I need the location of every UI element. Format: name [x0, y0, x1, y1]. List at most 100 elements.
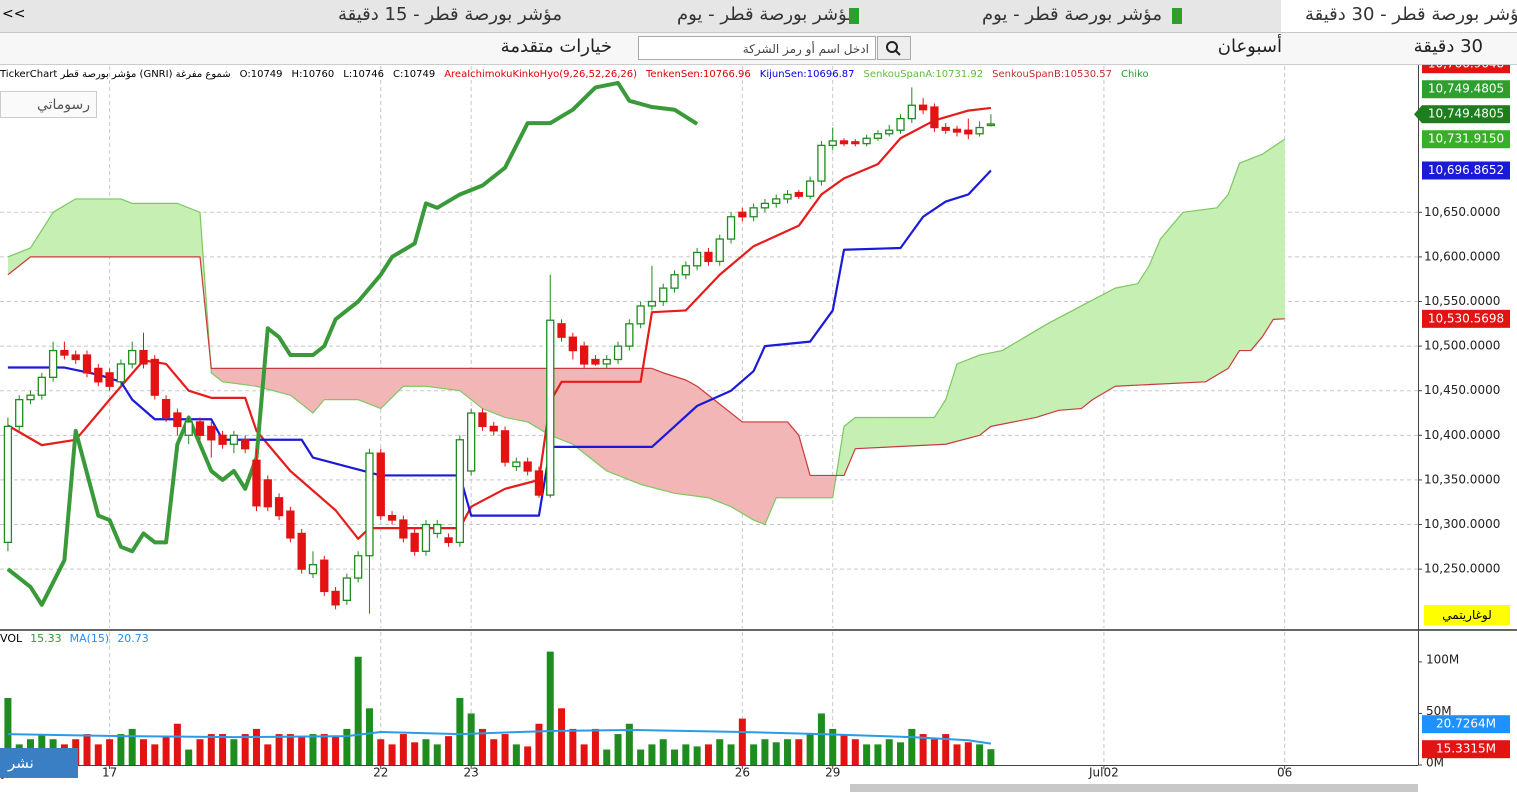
collapse-button[interactable]: << — [2, 6, 26, 22]
tab[interactable]: مؤشر بورصة قطر - يوم — [676, 4, 857, 25]
tab-bar: << مؤشر بورصة قطر - 30 دقيقة مؤشر بورصة … — [0, 0, 1517, 33]
cloud-fill — [87, 198, 91, 257]
cloud-fill — [307, 368, 311, 411]
volume-bar — [467, 713, 475, 765]
cloud-fill — [1134, 283, 1139, 386]
cloud-fill — [592, 368, 596, 463]
cloud-fill — [683, 379, 687, 495]
candle-body — [930, 106, 939, 129]
cloud-fill — [626, 368, 630, 480]
volume-bar — [4, 697, 12, 765]
candle-body — [500, 430, 510, 463]
cloud-fill — [812, 475, 817, 498]
cloud-fill — [965, 359, 969, 440]
cloud-fill — [722, 406, 726, 505]
cloud-fill — [496, 368, 500, 416]
cloud-fill — [228, 368, 232, 383]
price-badge-label: 10,530.5698 — [1428, 311, 1504, 325]
cloud-fill — [1160, 235, 1164, 385]
cloud-fill — [1267, 148, 1271, 329]
publish-button[interactable]: نشر — [0, 748, 78, 778]
candle-body — [952, 128, 962, 133]
candle-body — [399, 519, 408, 539]
cloud-fill — [423, 368, 427, 387]
cloud-fill — [287, 368, 291, 396]
volume-bar — [388, 744, 396, 765]
cloud-fill — [168, 203, 173, 257]
candle-body — [613, 345, 623, 361]
y-tick-label: 10,300.0000 — [1424, 517, 1500, 531]
cloud-fill — [468, 368, 472, 400]
candle-body — [263, 479, 272, 508]
cloud-fill — [533, 368, 537, 427]
cloud-fill — [183, 205, 187, 257]
tab[interactable]: مؤشر بورصة قطر - يوم — [981, 4, 1162, 25]
cloud-fill — [694, 384, 698, 497]
cloud-fill — [725, 408, 729, 506]
volume-bar — [716, 739, 724, 765]
cloud-fill — [982, 353, 986, 434]
cloud-fill — [561, 368, 565, 441]
volume-bar — [558, 708, 566, 765]
indicator-line — [6, 80, 699, 607]
cloud-fill — [1256, 155, 1260, 344]
candle-body — [274, 497, 284, 517]
cloud-fill — [942, 399, 947, 445]
cloud-fill — [177, 203, 181, 257]
candle-body — [342, 577, 352, 601]
cloud-fill — [1013, 342, 1017, 422]
cloud-fill — [646, 368, 650, 487]
cloud-fill — [606, 368, 610, 473]
search-button[interactable] — [877, 36, 911, 60]
tab[interactable]: مؤشر بورصة قطر - 15 دقيقة — [337, 4, 562, 25]
volume-bar — [987, 749, 995, 765]
cloud-fill — [770, 421, 774, 512]
cloud-fill — [363, 368, 367, 403]
cloud-fill — [728, 410, 732, 507]
header-item: 15.33 — [30, 632, 62, 645]
scrollbar[interactable] — [850, 784, 1418, 792]
drawings-button[interactable]: رسوماتي — [0, 91, 97, 118]
y-tick-label: 10,550.0000 — [1424, 294, 1500, 308]
cloud-fill — [1216, 204, 1221, 376]
cloud-fill — [1069, 310, 1074, 410]
interval-button[interactable]: 30 دقيقة — [1413, 36, 1483, 57]
cloud-fill — [988, 352, 992, 429]
cloud-fill — [270, 368, 274, 391]
candle-body — [512, 461, 521, 468]
log-scale-button[interactable]: لوغاريتمي — [1424, 605, 1510, 625]
cloud-fill — [174, 203, 178, 257]
tab[interactable]: مؤشر بورصة قطر - 30 دقيقة — [1304, 4, 1517, 25]
volume-bar — [863, 744, 871, 765]
cloud-fill — [448, 368, 452, 390]
cloud-fill — [112, 198, 116, 257]
cloud-fill — [197, 211, 201, 257]
candle-body — [794, 192, 803, 197]
cloud-fill — [1086, 301, 1091, 405]
cloud-fill — [1053, 319, 1057, 413]
search-box[interactable]: ادخل اسم أو رمز الشركة — [638, 36, 876, 60]
price-badge — [1422, 740, 1510, 759]
active-tab-bg — [1281, 0, 1517, 32]
cloud-fill — [906, 417, 910, 447]
price-badge-label: 20.7264M — [1436, 717, 1496, 731]
period-button[interactable]: أسبوعان — [1217, 36, 1282, 57]
cloud-fill — [685, 380, 689, 496]
cloud-fill — [406, 368, 410, 387]
cloud-fill — [1233, 171, 1237, 360]
advanced-options[interactable]: خيارات متقدمة — [500, 36, 612, 57]
cloud-fill — [773, 421, 777, 505]
cloud-fill — [759, 421, 763, 524]
cloud-fill — [1112, 288, 1116, 388]
cloud-fill — [793, 428, 797, 498]
y-tick-label: 10,450.0000 — [1424, 383, 1500, 397]
cloud-fill — [736, 417, 740, 512]
cloud-fill — [1264, 150, 1269, 333]
candle-body — [173, 412, 182, 428]
cloud-fill — [329, 368, 334, 400]
cloud-fill — [764, 421, 769, 525]
cloud-fill — [465, 368, 469, 398]
cloud-fill — [1281, 139, 1285, 319]
cloud-fill — [411, 368, 415, 387]
candle-body — [839, 140, 849, 145]
